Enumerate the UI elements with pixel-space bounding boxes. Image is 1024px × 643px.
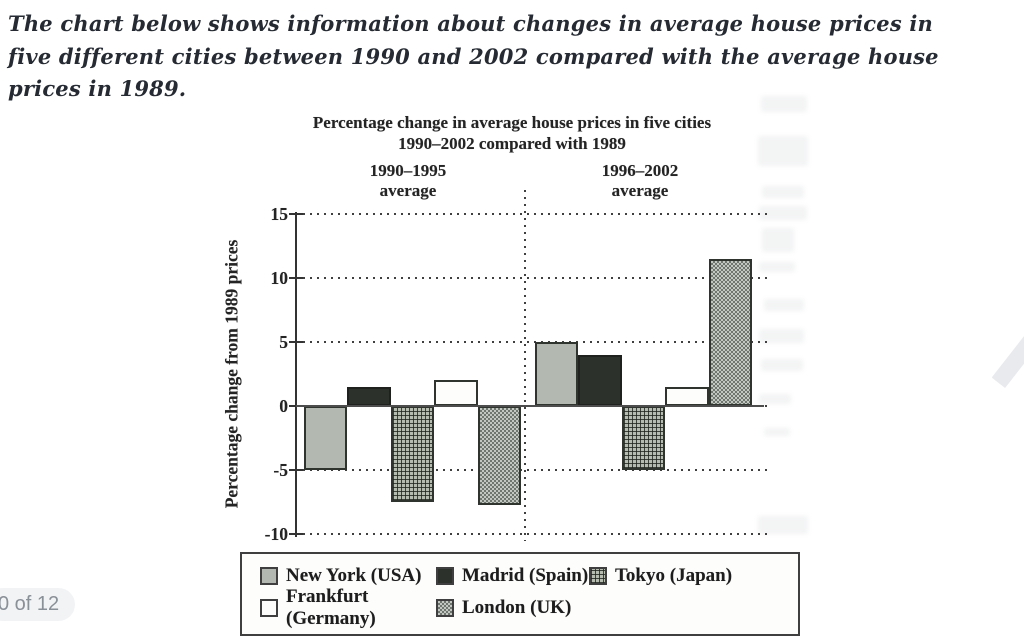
legend: New York (USA) Madrid (Spain) Tokyo (Japan… — [242, 554, 798, 629]
bar-new-york-usa-1990-1995 — [304, 406, 348, 470]
y-tick-label: 5 — [279, 332, 288, 352]
ghost-text-artifact — [762, 228, 794, 252]
legend-item-tokyo-japan: Tokyo (Japan) — [589, 564, 798, 588]
legend-swatch-frankfurt-germany — [260, 599, 278, 617]
y-tick-label: 10 — [270, 268, 289, 288]
bar-tokyo-japan-1990-1995 — [390, 406, 435, 502]
ghost-text-artifact — [761, 96, 807, 112]
group-label-1990-1995: 1990–1995 average — [333, 161, 483, 201]
legend-swatch-new-york-usa — [260, 567, 278, 585]
y-axis-tick — [289, 277, 303, 279]
ghost-text-artifact — [758, 516, 808, 534]
ghost-text-artifact — [759, 394, 791, 404]
legend-swatch-london-uk — [436, 599, 454, 617]
bar-new-york-usa-1996-2002 — [535, 342, 579, 406]
y-axis-label: Percentage change from 1989 prices — [221, 239, 242, 509]
group-sublabel: average — [379, 181, 437, 200]
legend-swatch-tokyo-japan — [589, 567, 607, 585]
group-label-1996-2002: 1996–2002 average — [565, 161, 715, 201]
bar-madrid-spain-1996-2002 — [578, 354, 622, 406]
ghost-text-artifact — [764, 428, 790, 436]
y-tick-label: -10 — [264, 524, 288, 544]
bar-tokyo-japan-1996-2002 — [621, 406, 666, 470]
y-axis-tick — [289, 213, 303, 215]
page-number-indicator: 0 of 12 — [0, 588, 76, 621]
ghost-text-artifact — [759, 329, 804, 343]
ghost-text-artifact — [759, 206, 807, 220]
legend-item-new-york-usa: New York (USA) — [260, 564, 436, 588]
legend-swatch-madrid-spain — [436, 567, 454, 585]
bar-frankfurt-germany-1996-2002 — [665, 386, 709, 406]
bar-madrid-spain-1990-1995 — [347, 386, 391, 406]
group-range: 1996–2002 — [601, 161, 679, 180]
bar-london-uk-1996-2002 — [708, 258, 752, 406]
y-tick-label: 15 — [270, 204, 289, 224]
gridline — [296, 341, 768, 343]
group-sublabel: average — [611, 181, 669, 200]
legend-label: New York (USA) — [286, 565, 422, 586]
y-axis-tick — [289, 533, 303, 535]
legend-item-frankfurt-germany: Frankfurt (Germany) — [260, 586, 436, 629]
ghost-text-artifact — [759, 262, 795, 272]
group-separator-line — [524, 190, 526, 541]
ghost-text-artifact — [764, 299, 804, 311]
gridline — [296, 213, 768, 215]
chart-title: Percentage change in average house price… — [312, 113, 712, 132]
group-range: 1990–1995 — [369, 161, 447, 180]
y-axis-tick — [289, 469, 303, 471]
y-tick-label: 0 — [279, 396, 288, 416]
gridline — [296, 469, 768, 471]
chart-subtitle: 1990–2002 compared with 1989 — [398, 134, 626, 153]
y-axis-tick — [289, 341, 303, 343]
legend-label: Frankfurt (Germany) — [286, 586, 376, 629]
gridline — [296, 277, 768, 279]
ghost-text-artifact — [762, 186, 804, 198]
gridline — [296, 533, 768, 535]
next-page-chevron-icon[interactable] — [991, 334, 1024, 389]
ghost-text-artifact — [758, 136, 808, 166]
bar-frankfurt-germany-1990-1995 — [434, 380, 478, 406]
bar-london-uk-1990-1995 — [477, 406, 521, 505]
legend-item-madrid-spain: Madrid (Spain) — [436, 564, 589, 588]
legend-item-london-uk: London (UK) — [436, 596, 589, 620]
y-tick-label: -5 — [273, 460, 288, 480]
zero-axis-line — [296, 405, 764, 407]
legend-label: Madrid (Spain) — [462, 565, 589, 586]
legend-box: New York (USA) Madrid (Spain) Tokyo (Japan… — [240, 552, 800, 636]
ghost-text-artifact — [761, 359, 803, 371]
y-axis-line — [295, 212, 297, 537]
legend-label: London (UK) — [462, 597, 572, 618]
task-prompt-text: The chart below shows information about … — [8, 11, 939, 102]
legend-label: Tokyo (Japan) — [615, 565, 733, 586]
